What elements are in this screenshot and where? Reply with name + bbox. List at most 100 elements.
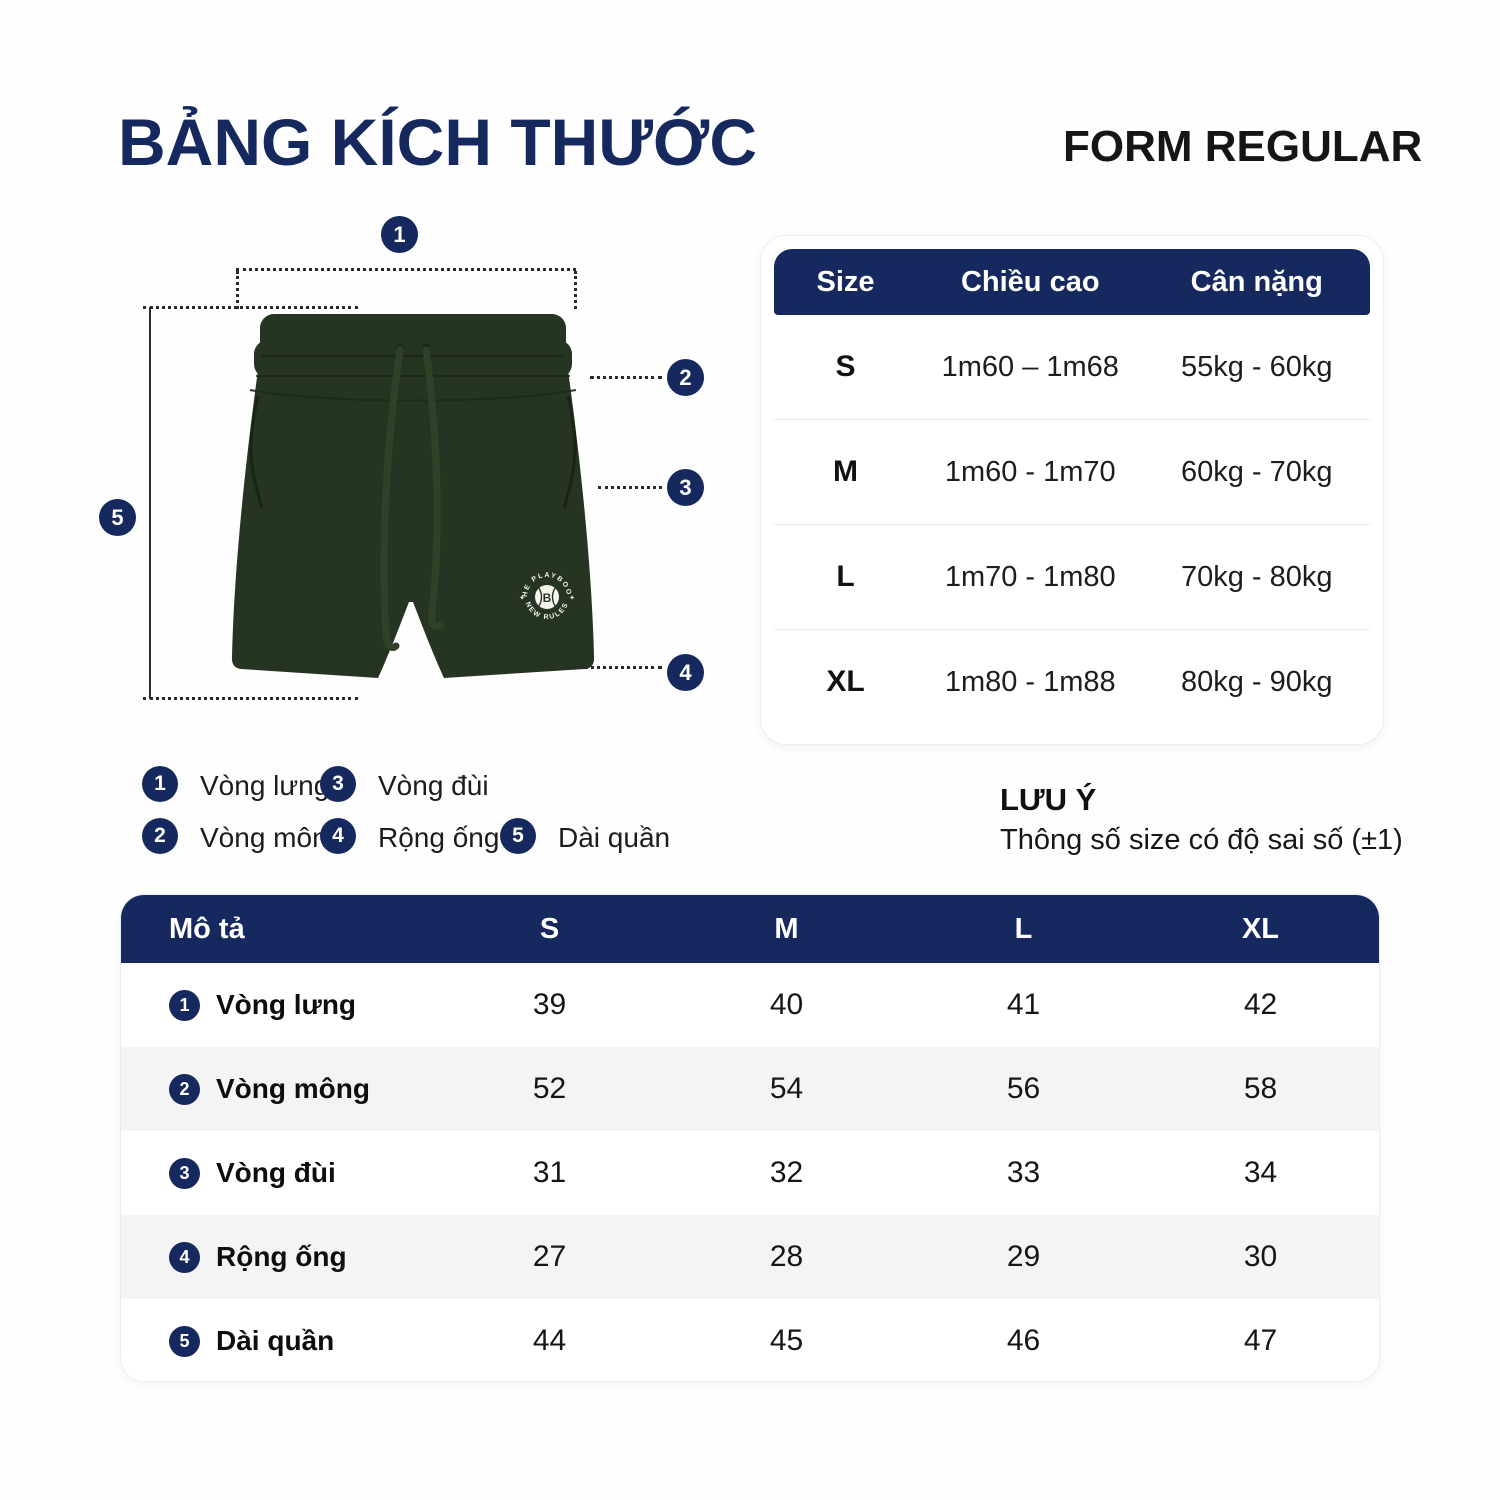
- value-s: 44: [532, 1324, 567, 1357]
- value-s: 39: [532, 988, 567, 1021]
- legend-badge-5: 5: [500, 818, 536, 854]
- row-name: Rộng ống: [216, 1241, 347, 1272]
- legend-label-length: Dài quần: [558, 822, 671, 853]
- size-cell: XL: [826, 665, 865, 698]
- measure-row-length: 5 Dài quần 44 45 46 47: [121, 1299, 1379, 1381]
- weight-cell: 60kg - 70kg: [1180, 455, 1333, 488]
- size-table-row-xl: XL 1m80 - 1m88 80kg - 90kg: [774, 629, 1370, 734]
- row-number-badge: 4: [169, 1241, 200, 1273]
- value-m: 45: [769, 1324, 804, 1357]
- value-l: 56: [1006, 1072, 1041, 1105]
- form-type-label: FORM REGULAR: [1063, 122, 1423, 171]
- weight-cell: 70kg - 80kg: [1180, 560, 1333, 593]
- header-size-m: M: [774, 912, 799, 945]
- header-size-s: S: [539, 912, 560, 945]
- measurements-table-header: Mô tả S M L XL: [121, 895, 1379, 963]
- legend-badge-4: 4: [320, 818, 356, 854]
- size-table-header-height: Chiều cao: [960, 265, 1100, 298]
- value-s: 31: [532, 1156, 567, 1189]
- weight-cell: 80kg - 90kg: [1180, 665, 1333, 698]
- value-s: 52: [532, 1072, 567, 1105]
- badge-monogram: B: [543, 591, 552, 605]
- measure-row-waist: 1 Vòng lưng 39 40 41 42: [121, 963, 1379, 1047]
- callout-3-thigh: 3: [667, 469, 704, 506]
- value-xl: 58: [1243, 1072, 1278, 1105]
- weight-cell: 55kg - 60kg: [1180, 350, 1333, 383]
- row-label: 4 Rộng ống: [121, 1241, 431, 1273]
- row-number-badge: 3: [169, 1157, 200, 1189]
- badge-star-left: ✦: [519, 594, 525, 602]
- size-table-row-l: L 1m70 - 1m80 70kg - 80kg: [774, 524, 1370, 629]
- measure-line-length-bottom-cap: [143, 697, 358, 700]
- height-cell: 1m80 - 1m88: [944, 665, 1116, 698]
- value-m: 40: [769, 988, 804, 1021]
- size-cell: S: [835, 350, 856, 383]
- callout-2-hip: 2: [667, 359, 704, 396]
- left-pocket-seam: [249, 395, 264, 509]
- shorts-image: B THE PLAYBOOK NEW RULES ✦ ✦: [228, 312, 595, 678]
- size-table-header-weight: Cân nặng: [1190, 265, 1323, 298]
- size-table-row-s: S 1m60 – 1m68 55kg - 60kg: [774, 315, 1370, 419]
- value-l: 41: [1006, 988, 1041, 1021]
- callout-4-leg-opening: 4: [667, 654, 704, 691]
- value-xl: 42: [1243, 988, 1278, 1021]
- shorts-waistband: [260, 314, 566, 358]
- size-cell: M: [833, 455, 859, 488]
- measure-line-waist: [236, 268, 576, 271]
- height-cell: 1m70 - 1m80: [944, 560, 1116, 593]
- value-xl: 47: [1243, 1324, 1278, 1357]
- value-m: 28: [769, 1240, 804, 1273]
- callout-1-waist: 1: [381, 216, 418, 253]
- row-number-badge: 2: [169, 1073, 200, 1105]
- row-number-badge: 5: [169, 1325, 200, 1357]
- measure-line-thigh: [598, 486, 662, 489]
- row-label: 3 Vòng đùi: [121, 1157, 431, 1189]
- value-m: 54: [769, 1072, 804, 1105]
- badge-star-right: ✦: [569, 594, 575, 602]
- row-name: Vòng đùi: [216, 1157, 336, 1188]
- legend-label-hip: Vòng mông: [200, 822, 344, 853]
- header-size-l: L: [1014, 912, 1033, 945]
- measure-row-thigh: 3 Vòng đùi 31 32 33 34: [121, 1131, 1379, 1215]
- size-table-row-m: M 1m60 - 1m70 60kg - 70kg: [774, 419, 1370, 524]
- legend-badge-2: 2: [142, 818, 178, 854]
- note-text: Thông số size có độ sai số (±1): [1000, 824, 1403, 856]
- size-table-header: Size Chiều cao Cân nặng: [774, 249, 1370, 315]
- measure-row-hip: 2 Vòng mông 52 54 56 58: [121, 1047, 1379, 1131]
- legend-label-thigh: Vòng đùi: [378, 770, 489, 801]
- row-name: Vòng mông: [216, 1073, 370, 1104]
- value-s: 27: [532, 1240, 567, 1273]
- measure-line-leg-opening: [566, 666, 662, 669]
- measure-row-leg-opening: 4 Rộng ống 27 28 29 30: [121, 1215, 1379, 1299]
- measurements-table: Mô tả S M L XL 1 Vòng lưng 39 40 41 42 2…: [120, 894, 1380, 1382]
- measure-line-length: [149, 307, 151, 699]
- measure-line-length-top-cap: [143, 306, 358, 309]
- row-label: 5 Dài quần: [121, 1325, 431, 1357]
- size-cell: L: [836, 560, 855, 593]
- legend-label-waist: Vòng lưng: [200, 770, 330, 801]
- right-pocket-seam: [562, 395, 577, 509]
- drawstring-right: [422, 346, 445, 630]
- value-xl: 34: [1243, 1156, 1278, 1189]
- row-number-badge: 1: [169, 989, 200, 1021]
- value-xl: 30: [1243, 1240, 1278, 1273]
- page-title: BẢNG KÍCH THƯỚC: [118, 105, 758, 179]
- callout-5-length: 5: [99, 499, 136, 536]
- value-l: 29: [1006, 1240, 1041, 1273]
- header-description: Mô tả: [169, 912, 245, 945]
- size-recommendation-table: Size Chiều cao Cân nặng S 1m60 – 1m68 55…: [760, 235, 1384, 745]
- value-l: 33: [1006, 1156, 1041, 1189]
- measure-line-hip: [590, 376, 662, 379]
- hip-seam: [249, 389, 577, 402]
- drawstring-left: [380, 346, 404, 651]
- measure-line-waist-right-end: [574, 271, 577, 309]
- legend-badge-1: 1: [142, 766, 178, 802]
- shorts-body: [231, 370, 595, 678]
- measurement-diagram: B THE PLAYBOOK NEW RULES ✦ ✦ 1 2 3 4 5: [0, 0, 750, 760]
- row-label: 2 Vòng mông: [121, 1073, 431, 1105]
- height-cell: 1m60 – 1m68: [941, 350, 1119, 383]
- measure-line-waist-left-end: [236, 271, 239, 309]
- row-name: Dài quần: [216, 1325, 335, 1356]
- row-name: Vòng lưng: [216, 989, 357, 1020]
